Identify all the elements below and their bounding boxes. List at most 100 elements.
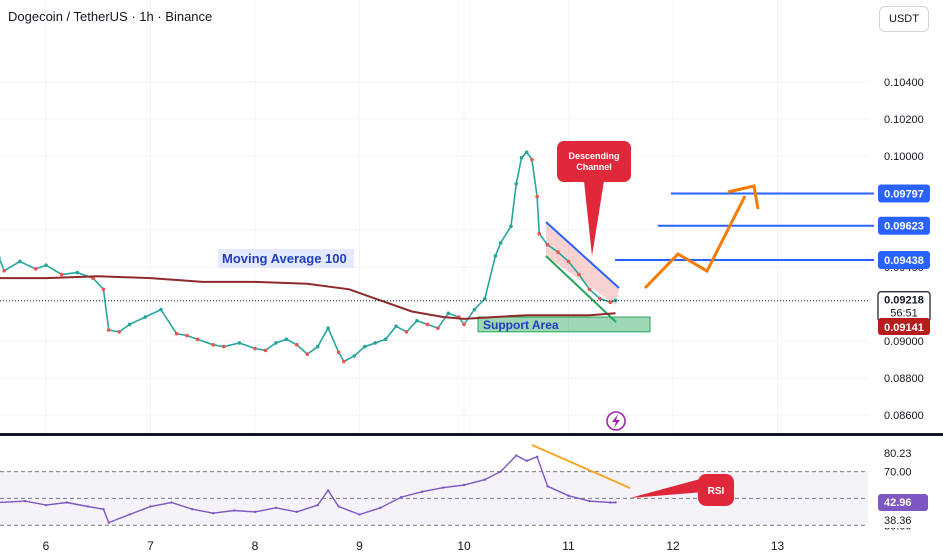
ma-label-box: [218, 249, 354, 268]
rsi-upper-value: 80.23: [884, 448, 912, 460]
price-point: [608, 300, 613, 305]
rsi-lower-value: 38.36: [884, 515, 912, 527]
main-grid: [0, 0, 868, 433]
time-tick-label: 10: [457, 539, 471, 553]
price-point: [404, 330, 409, 334]
rsi-point: [326, 489, 330, 492]
channel-upper-line: [545, 221, 620, 289]
price-point: [101, 287, 106, 292]
rsi-upper-tag: [878, 445, 928, 461]
price-point: [362, 344, 367, 349]
price-point: [535, 194, 539, 199]
rsi-current-tag: [878, 494, 928, 511]
price-point: [336, 350, 341, 355]
rsi-point: [274, 506, 278, 510]
rsi-point: [462, 483, 466, 487]
price-point: [106, 328, 111, 332]
rsi-point: [483, 478, 487, 481]
rsi-callout-label: RSI: [708, 486, 725, 497]
price-point: [44, 263, 48, 267]
channel-callout-line1: Descending: [568, 151, 619, 161]
target-tag-label: 0.09438: [884, 255, 924, 267]
price-point: [221, 344, 226, 349]
price-point: [598, 296, 602, 301]
price-point: [577, 272, 581, 277]
rsi-point: [23, 499, 27, 503]
rsi-point: [546, 485, 549, 488]
bar-countdown: 56:51: [890, 308, 918, 320]
price-point: [556, 250, 560, 255]
price-points: [0, 150, 618, 364]
time-tick-label: 11: [562, 539, 575, 553]
price-point: [509, 224, 513, 229]
descending-channel-fill: [546, 222, 619, 305]
price-point: [462, 322, 466, 327]
rsi-point: [614, 501, 617, 504]
price-point: [305, 352, 310, 356]
price-point: [383, 337, 388, 342]
price-point: [2, 268, 6, 273]
target-tag: [878, 251, 930, 269]
time-tick-label: 9: [356, 539, 363, 553]
rsi-callout-box: [698, 474, 734, 506]
rsi-point: [170, 501, 173, 504]
price-tick-label: 0.10400: [884, 77, 924, 89]
rsi-point: [535, 455, 539, 458]
price-point: [253, 346, 257, 351]
price-point: [195, 337, 200, 342]
time-tick-label: 6: [43, 539, 50, 553]
price-point: [284, 337, 289, 342]
current-price-value: 0.09218: [884, 295, 924, 307]
price-point: [263, 348, 268, 353]
price-point: [545, 243, 550, 247]
price-tick-label: 0.09000: [884, 336, 924, 348]
projection-path: [643, 195, 747, 290]
rsi-tick-label: 70.00: [884, 467, 912, 479]
price-axis: 0.104000.102000.100000.096000.094000.090…: [884, 77, 924, 422]
price-point: [274, 341, 278, 345]
price-point: [519, 155, 524, 160]
rsi-point: [295, 510, 298, 514]
rsi-point: [212, 512, 215, 515]
currency-selector[interactable]: USDT: [879, 6, 929, 32]
price-point: [18, 259, 22, 264]
rsi-point: [128, 513, 131, 516]
ma-label: Moving Average 100: [222, 251, 347, 266]
time-tick-label: 12: [666, 539, 680, 553]
price-point: [295, 343, 299, 347]
price-point: [174, 331, 179, 336]
projection-arrowhead: [727, 184, 760, 210]
rsi-point: [515, 454, 518, 457]
rsi-current-value: 42.96: [884, 497, 912, 509]
target-lines: [615, 192, 874, 261]
price-point: [237, 341, 242, 345]
price-point: [211, 343, 215, 347]
channel-callout-line2: Channel: [576, 162, 612, 172]
rsi-point: [316, 503, 319, 507]
price-point: [483, 296, 487, 301]
rsi-point: [232, 509, 236, 512]
price-tick-label: 0.10000: [884, 151, 924, 163]
price-point: [373, 341, 377, 345]
lightning-icon-glyph: [612, 414, 620, 428]
support-area-label: Support Area: [483, 318, 559, 332]
target-tag: [878, 216, 930, 235]
rsi-point: [86, 505, 90, 508]
rsi-point: [337, 505, 340, 508]
rsi-point: [107, 521, 110, 524]
rsi-point: [441, 486, 445, 489]
price-point: [143, 315, 148, 319]
price-point: [566, 259, 571, 264]
price-point: [436, 326, 440, 330]
rsi-point: [44, 503, 48, 507]
rsi-point: [588, 499, 591, 503]
rsi-point: [253, 510, 257, 514]
rsi-trendline: [531, 444, 631, 489]
price-point: [425, 322, 430, 327]
price-point: [493, 254, 498, 258]
price-point: [342, 359, 346, 364]
price-point: [33, 267, 38, 271]
time-axis: 6 7 8 9 10 11 12 13: [43, 539, 785, 553]
price-point: [185, 333, 189, 338]
